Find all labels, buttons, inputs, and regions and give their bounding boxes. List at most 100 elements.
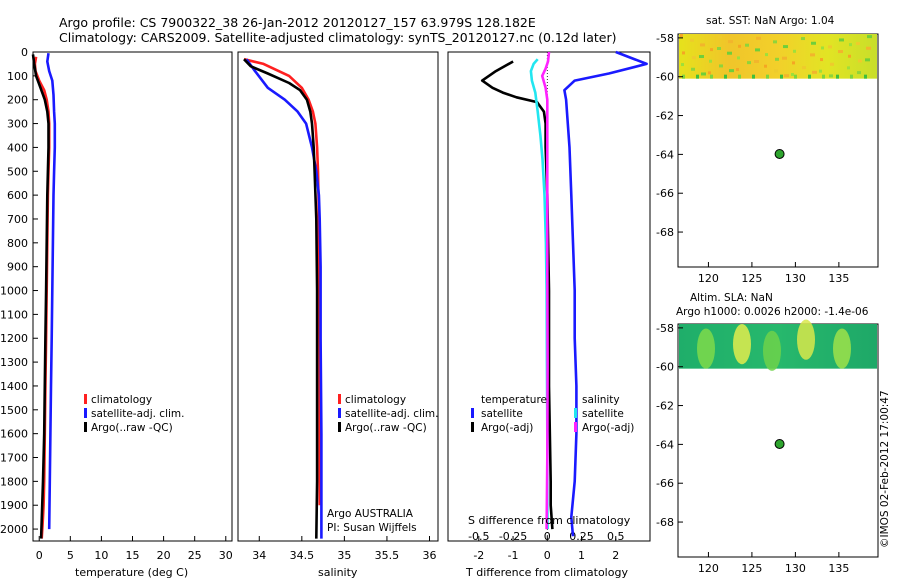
sst-speckle <box>764 64 767 68</box>
s-tick-label: 0 <box>544 530 551 543</box>
difference-panel: -2 -1 0 1 2 -0.5 -0.25 0 0.25 0.5 temperature sa… <box>447 50 651 579</box>
y-tick-label: 100 <box>7 70 28 83</box>
x-tick-label: 34 <box>252 549 266 562</box>
y-tick-label: -60 <box>656 361 674 374</box>
sst-speckle <box>747 61 751 65</box>
temperature-legend: climatology satellite-adj. clim. Argo(..… <box>84 394 184 434</box>
x-tick-label: 15 <box>126 549 140 562</box>
sst-speckle <box>810 53 815 57</box>
legend-label-t-argo: Argo(-adj) <box>481 422 533 434</box>
sst-speckle <box>710 48 713 52</box>
sst-speckle <box>792 61 795 65</box>
sst-speckle <box>847 66 850 70</box>
temperature-series <box>31 53 57 539</box>
sst-speckle <box>839 38 844 42</box>
salinity-difference-axis: -0.5 -0.25 0 0.25 0.5 <box>468 530 624 543</box>
x-tick-label: 36 <box>422 549 436 562</box>
legend-swatch-satellite <box>338 408 341 418</box>
y-tick-label: 300 <box>7 118 28 131</box>
sla-map-panel: Altim. SLA: NaN Argo h1000: 0.0026 h2000… <box>656 292 879 575</box>
series-line <box>243 58 319 539</box>
sst-map-panel: sat. SST: NaN Argo: 1.04 -58 -60 -62 -64 -66… <box>656 15 879 285</box>
sst-speckle <box>717 47 721 50</box>
legend-swatch-climatology <box>84 394 87 404</box>
sst-speckle <box>755 48 760 52</box>
y-tick-label: 1200 <box>0 332 28 345</box>
salinity-plot-frame <box>237 51 439 542</box>
x-tick-label: 35.5 <box>375 549 400 562</box>
legend-swatch-satellite <box>84 408 87 418</box>
y-tick-label: 1700 <box>0 452 28 465</box>
sst-speckle <box>696 74 699 79</box>
y-tick-label: -62 <box>656 400 674 413</box>
sst-speckle <box>802 66 806 70</box>
sst-speckle <box>737 56 740 60</box>
sst-speckle <box>719 64 723 68</box>
sst-speckle <box>724 74 727 79</box>
sla-field-blobs <box>697 319 851 371</box>
sst-speckle <box>773 40 777 44</box>
sla-lon-axis: 120 125 130 135 <box>698 552 849 575</box>
y-tick-label: 1000 <box>0 285 28 298</box>
sst-speckle <box>780 74 783 79</box>
x-tick-label: 25 <box>188 549 202 562</box>
x-tick-label: -1 <box>508 549 519 562</box>
sst-speckle <box>680 34 683 37</box>
sst-speckle <box>865 58 870 62</box>
sla-anomaly-blob <box>797 319 815 360</box>
sla-anomaly-blob <box>833 328 851 369</box>
y-tick-label: -68 <box>656 226 674 239</box>
sst-speckle <box>691 67 695 71</box>
sst-speckle <box>783 45 788 49</box>
sst-speckle <box>812 70 817 74</box>
sst-speckle <box>774 69 778 73</box>
imos-timestamp: ©IMOS 02-Feb-2012 17:00:47 <box>879 390 891 548</box>
sst-speckle <box>864 74 867 79</box>
series-line <box>540 51 551 530</box>
sst-speckle <box>848 54 851 58</box>
x-tick-label: 1 <box>578 549 585 562</box>
difference-legend: temperature satellite Argo(-adj) salinit… <box>471 394 634 434</box>
sst-speckle <box>811 41 816 45</box>
legend-label-s-satellite: satellite <box>582 408 624 420</box>
y-tick-label: 1900 <box>0 499 28 512</box>
sst-lat-axis: -58 -60 -62 -64 -66 -68 <box>656 32 683 239</box>
y-tick-label: 1600 <box>0 428 28 441</box>
argo-position-marker <box>774 148 785 159</box>
sst-speckle <box>728 40 733 44</box>
sst-speckle <box>828 45 832 49</box>
s-tick-label: -0.25 <box>499 530 527 543</box>
y-tick-label: 1400 <box>0 380 28 393</box>
x-tick-label: 34.5 <box>290 549 315 562</box>
temperature-x-axis: 0 5 10 15 20 25 30 <box>36 536 233 562</box>
temperature-plot-frame <box>32 51 233 542</box>
x-tick-label: -2 <box>473 549 484 562</box>
sst-speckle <box>681 63 684 67</box>
x-tick-label: 125 <box>741 272 762 285</box>
sst-field-speckles <box>680 34 872 79</box>
legend-label-argo: Argo(..raw -QC) <box>91 422 173 434</box>
legend-swatch-t-satellite <box>471 408 474 418</box>
temperature-xlabel: temperature (deg C) <box>75 566 188 579</box>
x-tick-label: 120 <box>698 562 719 575</box>
sst-speckle <box>700 43 705 47</box>
x-tick-label: 30 <box>219 549 233 562</box>
y-tick-label: 400 <box>7 141 28 154</box>
y-tick-label: 700 <box>7 213 28 226</box>
sla-anomaly-blob <box>733 324 751 365</box>
legend-swatch-argo <box>338 422 341 432</box>
series-line <box>563 50 648 537</box>
y-tick-label: 1300 <box>0 356 28 369</box>
y-tick-label: 1100 <box>0 308 28 321</box>
sst-speckle <box>782 56 787 60</box>
y-tick-label: 800 <box>7 237 28 250</box>
salinity-x-axis: 34 34.5 35 35.5 36 <box>252 536 436 562</box>
sst-speckle <box>729 69 734 73</box>
y-tick-label: -60 <box>656 71 674 84</box>
sst-lon-axis: 120 125 130 135 <box>698 262 849 285</box>
sst-speckle <box>793 49 796 53</box>
salinity-xlabel: salinity <box>318 566 358 579</box>
x-tick-label: 5 <box>67 549 74 562</box>
s-tick-label: 0.5 <box>607 530 625 543</box>
y-tick-label: -64 <box>656 148 674 161</box>
